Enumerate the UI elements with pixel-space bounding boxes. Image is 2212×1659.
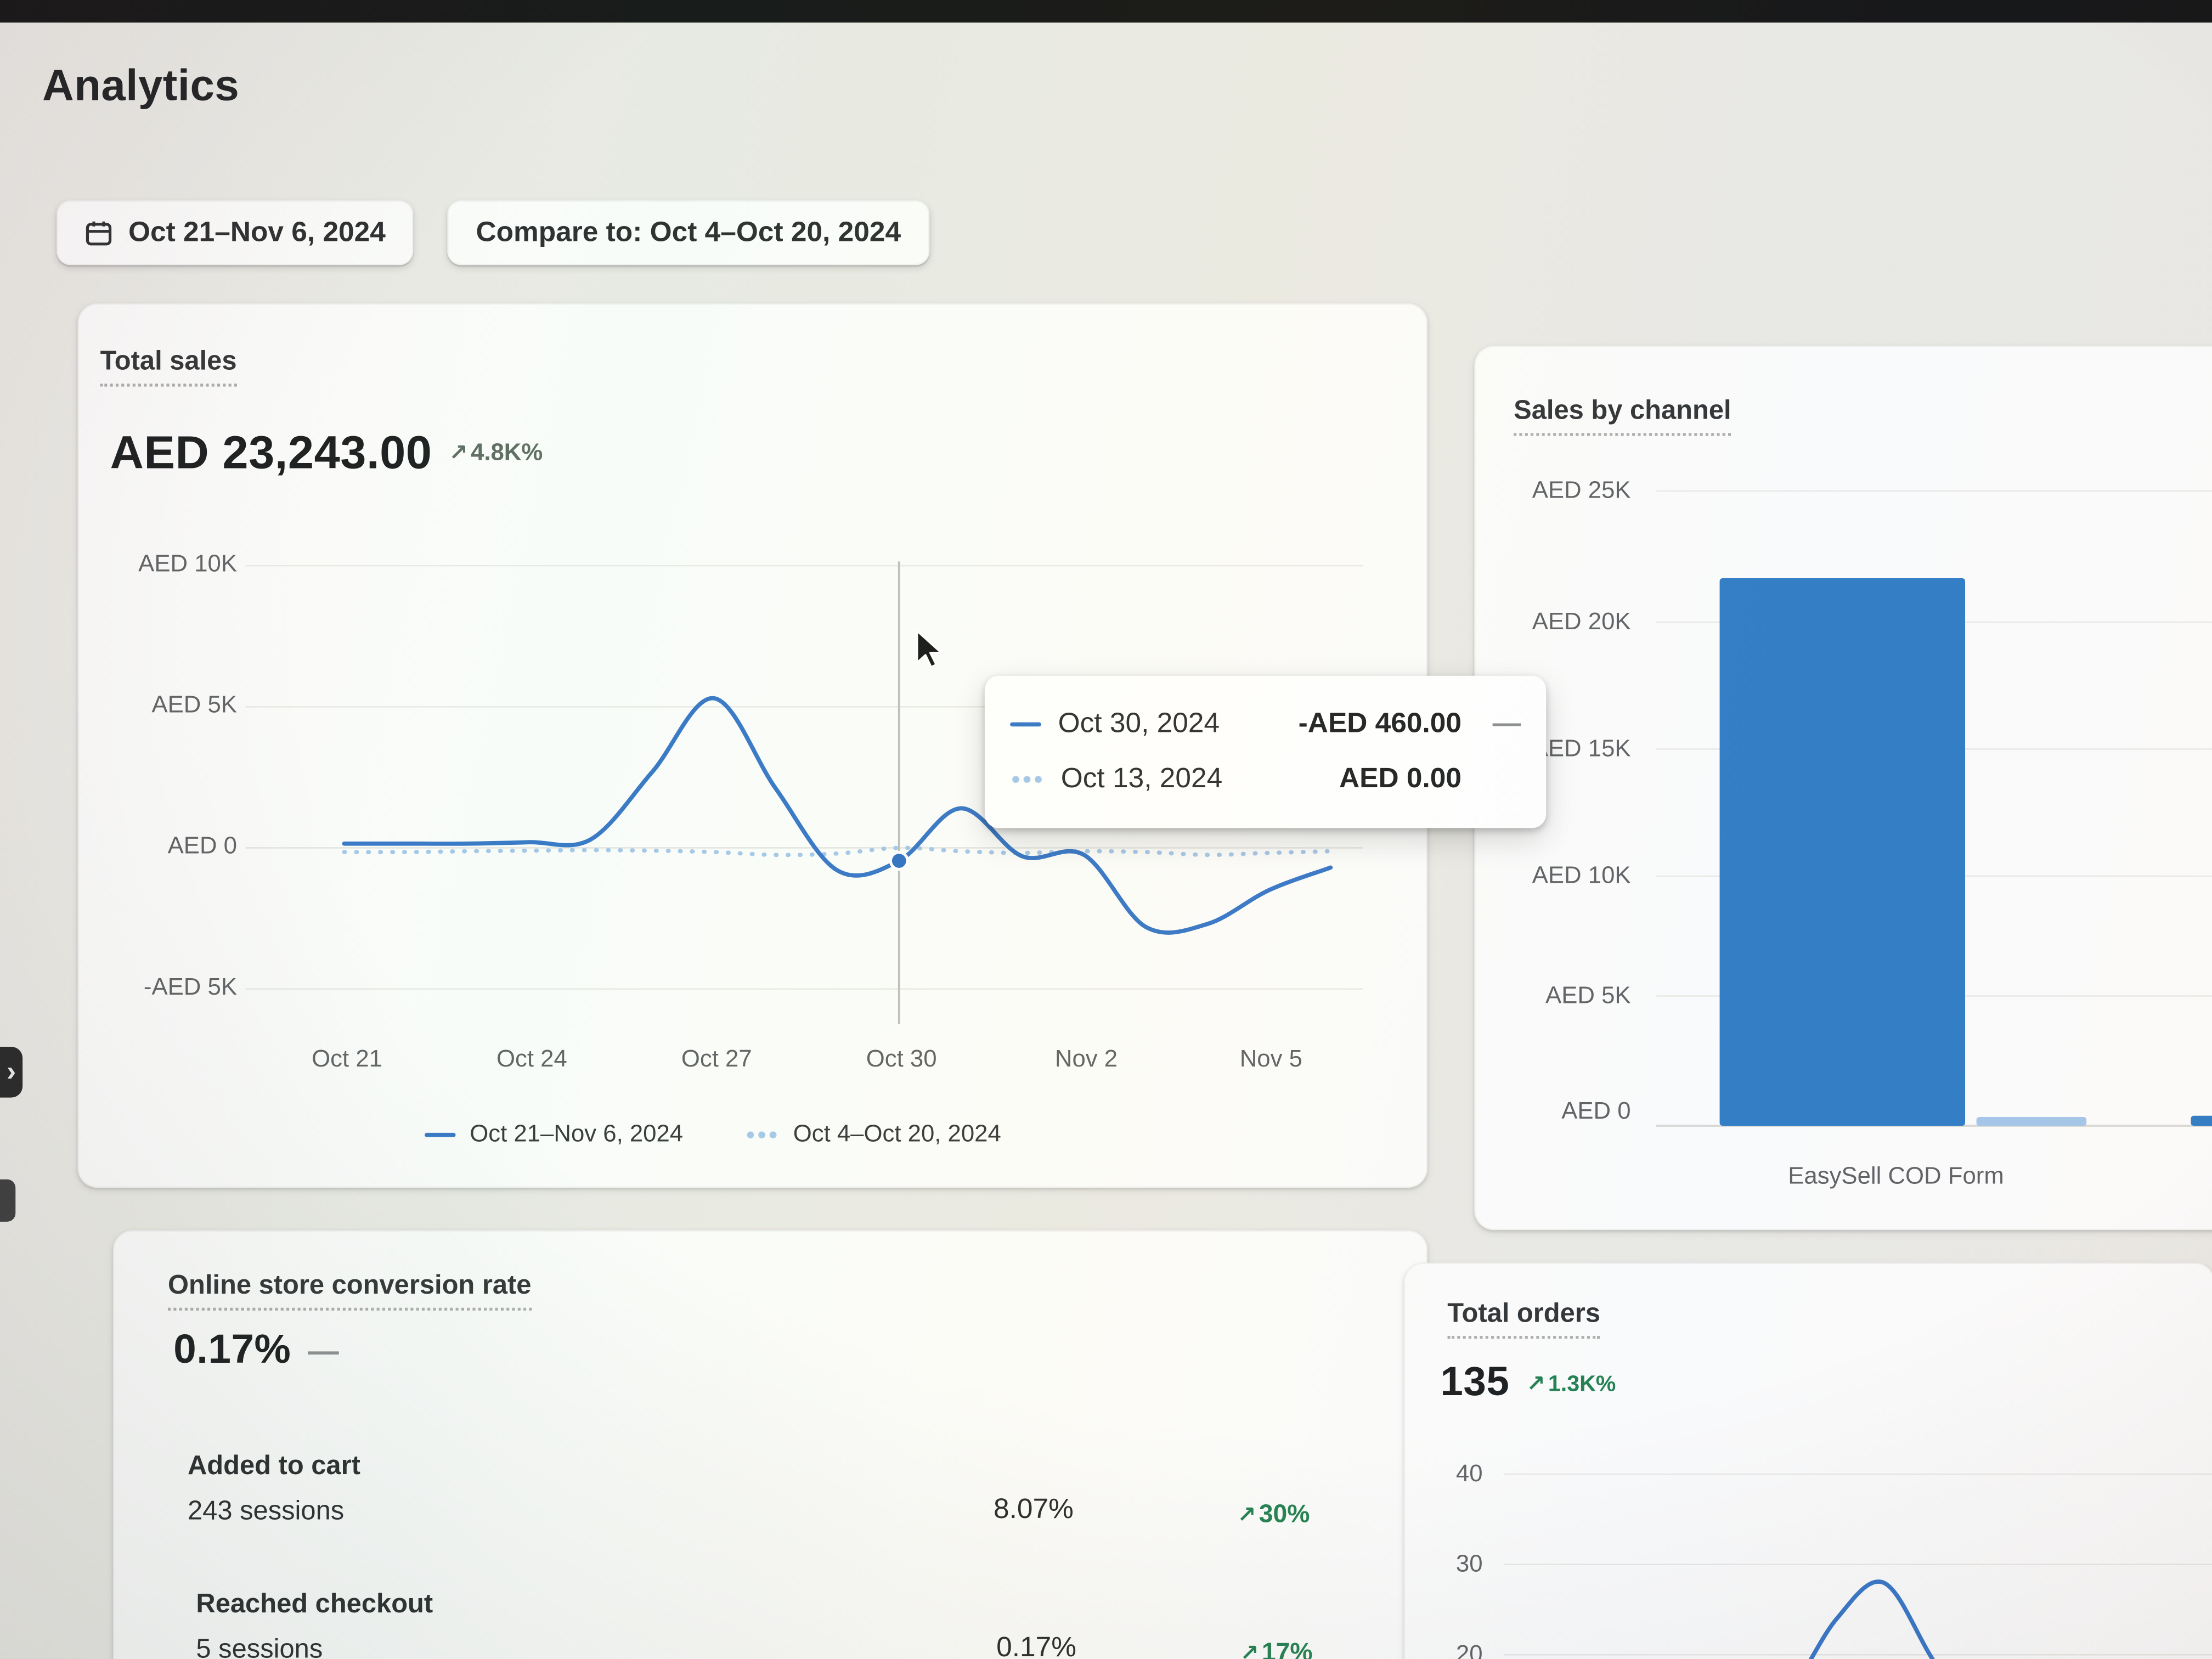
up-arrow-icon: ↗ bbox=[1237, 1504, 1256, 1528]
total-sales-value: AED 23,243.00 bbox=[110, 426, 432, 478]
added-to-cart-rate: 8.07% bbox=[994, 1494, 1074, 1525]
sales-ytick-0: AED 0 bbox=[167, 832, 237, 859]
funnel-step-added-to-cart: Added to cart bbox=[188, 1452, 360, 1481]
sales-hover-dot bbox=[889, 851, 909, 871]
dotted-line-swatch-icon bbox=[745, 1131, 779, 1138]
reached-checkout-delta: ↗ 17% bbox=[1240, 1638, 1312, 1659]
conversion-rate-card: Online store conversion rate 0.17% — Add… bbox=[112, 1230, 1428, 1659]
total-orders-value: 135 bbox=[1440, 1359, 1510, 1406]
total-orders-title[interactable]: Total orders bbox=[1447, 1299, 1601, 1339]
total-orders-card: Total orders 135 ↗ 1.3K% 40 30 20 bbox=[1403, 1262, 2212, 1659]
tooltip-suffix-dash: — bbox=[1492, 708, 1521, 740]
orders-line bbox=[1808, 1579, 1935, 1659]
channel-bar-compare[interactable] bbox=[1976, 1117, 2087, 1126]
calendar-icon bbox=[84, 219, 112, 247]
orders-ytick-40: 40 bbox=[1455, 1460, 1483, 1487]
sales-by-channel-bar-chart[interactable] bbox=[1476, 347, 2212, 1229]
channel-bar-partial[interactable] bbox=[2191, 1115, 2212, 1126]
tooltip-date: Oct 13, 2024 bbox=[1060, 763, 1223, 794]
total-sales-metric: AED 23,243.00 ↗ 4.8K% bbox=[110, 426, 543, 480]
channel-bar-current[interactable] bbox=[1719, 578, 1965, 1126]
orders-ytick-30: 30 bbox=[1455, 1550, 1483, 1577]
tooltip-row-compare: Oct 13, 2024 AED 0.00 bbox=[1010, 763, 1521, 795]
reached-checkout-sessions: 5 sessions bbox=[196, 1635, 323, 1659]
up-arrow-icon: ↗ bbox=[449, 441, 468, 466]
up-arrow-icon: ↗ bbox=[1526, 1372, 1545, 1396]
total-sales-card: Total sales AED 23,243.00 ↗ 4.8K% AED 10K… bbox=[77, 303, 1547, 1188]
conversion-title[interactable]: Online store conversion rate bbox=[168, 1271, 532, 1311]
channel-ytick-0: AED 0 bbox=[1561, 1097, 1631, 1125]
sales-xtick-4: Nov 2 bbox=[1054, 1045, 1118, 1073]
channel-ytick-5k: AED 5K bbox=[1545, 981, 1631, 1009]
tooltip-date: Oct 30, 2024 bbox=[1058, 708, 1220, 740]
date-range-button[interactable]: Oct 21–Nov 6, 2024 bbox=[56, 200, 414, 266]
channel-ytick-15k: AED 15K bbox=[1532, 735, 1631, 762]
conversion-no-change-dash: — bbox=[308, 1332, 339, 1368]
conversion-metric: 0.17% — bbox=[173, 1328, 338, 1374]
up-arrow-icon: ↗ bbox=[1240, 1642, 1259, 1659]
orders-gridlines bbox=[1504, 1473, 2212, 1656]
channel-xlabel-easysell: EasySell COD Form bbox=[1788, 1162, 2004, 1189]
channel-ytick-10k: AED 10K bbox=[1532, 862, 1631, 889]
chart-hover-tooltip: Oct 30, 2024 -AED 460.00 — Oct 13, 2024 … bbox=[984, 675, 1547, 828]
left-edge-mark bbox=[0, 1179, 16, 1222]
added-to-cart-sessions: 243 sessions bbox=[188, 1497, 345, 1527]
compare-to-label: Compare to: Oct 4–Oct 20, 2024 bbox=[476, 216, 901, 248]
left-edge-chevron[interactable]: › bbox=[0, 1047, 23, 1098]
channel-ytick-20k: AED 20K bbox=[1532, 608, 1631, 635]
tooltip-value: AED 0.00 bbox=[1339, 763, 1462, 794]
screen-top-bezel bbox=[0, 0, 2212, 23]
sales-xtick-2: Oct 27 bbox=[681, 1045, 752, 1073]
total-sales-title[interactable]: Total sales bbox=[100, 347, 237, 387]
sales-by-channel-card: Sales by channel AED 25K AED 20K AED 15K… bbox=[1474, 346, 2212, 1231]
total-sales-line-chart[interactable] bbox=[245, 502, 1363, 1027]
channel-ytick-25k: AED 25K bbox=[1532, 477, 1631, 504]
sales-xtick-1: Oct 24 bbox=[496, 1045, 567, 1073]
sales-ytick-10k: AED 10K bbox=[138, 550, 237, 577]
sales-current-line bbox=[342, 696, 1333, 935]
sales-ytick-neg5k: -AED 5K bbox=[143, 973, 237, 1001]
sales-compare-line bbox=[342, 845, 1333, 857]
sales-ytick-5k: AED 5K bbox=[151, 691, 237, 718]
dotted-line-swatch-icon bbox=[1010, 776, 1044, 783]
total-orders-line-chart[interactable] bbox=[1405, 1264, 2212, 1659]
tooltip-row-current: Oct 30, 2024 -AED 460.00 — bbox=[1010, 708, 1521, 741]
total-orders-delta: ↗ 1.3K% bbox=[1526, 1372, 1616, 1396]
date-toolbar: Oct 21–Nov 6, 2024 Compare to: Oct 4–Oct… bbox=[56, 200, 929, 266]
funnel-step-reached-checkout: Reached checkout bbox=[196, 1590, 433, 1620]
legend-current-period: Oct 21–Nov 6, 2024 bbox=[425, 1120, 683, 1148]
total-orders-metric: 135 ↗ 1.3K% bbox=[1440, 1360, 1616, 1407]
compare-to-button[interactable]: Compare to: Oct 4–Oct 20, 2024 bbox=[448, 200, 929, 266]
orders-ytick-20: 20 bbox=[1455, 1640, 1483, 1659]
mouse-cursor bbox=[914, 629, 951, 672]
sales-chart-legend: Oct 21–Nov 6, 2024 Oct 4–Oct 20, 2024 bbox=[425, 1120, 1001, 1148]
sales-xtick-5: Nov 5 bbox=[1239, 1045, 1302, 1073]
total-sales-delta: ↗ 4.8K% bbox=[449, 438, 543, 466]
sales-by-channel-title[interactable]: Sales by channel bbox=[1514, 397, 1731, 436]
sales-xtick-0: Oct 21 bbox=[312, 1045, 382, 1073]
solid-line-swatch-icon bbox=[1010, 722, 1041, 727]
page-title: Analytics bbox=[42, 60, 240, 110]
date-range-label: Oct 21–Nov 6, 2024 bbox=[128, 216, 386, 248]
conversion-value: 0.17% bbox=[173, 1327, 291, 1373]
legend-compare-period: Oct 4–Oct 20, 2024 bbox=[745, 1120, 1001, 1148]
sales-gridlines bbox=[245, 565, 1363, 990]
added-to-cart-delta: ↗ 30% bbox=[1237, 1499, 1310, 1528]
solid-line-swatch-icon bbox=[425, 1132, 456, 1137]
tooltip-value: -AED 460.00 bbox=[1298, 708, 1462, 740]
sales-xtick-3: Oct 30 bbox=[866, 1045, 937, 1073]
reached-checkout-rate: 0.17% bbox=[996, 1632, 1076, 1659]
